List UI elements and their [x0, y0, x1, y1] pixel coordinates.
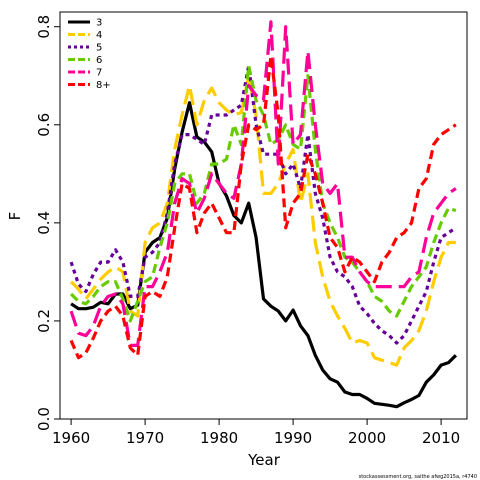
legend-label: 7: [96, 68, 102, 79]
legend-label: 5: [96, 43, 102, 54]
series-line-4: [69, 74, 456, 367]
x-tick-label: 1970: [126, 429, 164, 447]
x-tick-label: 2000: [348, 429, 386, 447]
legend-label: 6: [96, 55, 102, 66]
y-axis-title: F: [6, 212, 24, 221]
x-axis-title: Year: [247, 451, 281, 469]
legend-label: 8+: [96, 80, 111, 91]
y-tick-label: 0.6: [35, 113, 53, 137]
y-tick-label: 0.0: [35, 407, 53, 431]
plot-frame: [59, 11, 468, 420]
x-tick-label: 2010: [422, 429, 460, 447]
legend: 34 56 78+: [68, 18, 111, 91]
legend-label: 3: [96, 18, 102, 29]
footnote-text: stockassessment.org, saithe afwg2015a, r…: [359, 474, 477, 480]
series-line-5: [69, 64, 457, 345]
axes: 1960 1970 1980 1990 2000 2010 0.0 0.2 0.4 0.6 0.8: [35, 15, 460, 447]
x-tick-label: 1990: [274, 429, 312, 447]
series-line-6: [69, 64, 457, 323]
x-tick-label: 1960: [52, 429, 90, 447]
y-tick-label: 0.4: [35, 211, 53, 235]
legend-label: 4: [96, 30, 102, 41]
series-layer: [69, 20, 458, 409]
y-tick-label: 0.2: [35, 309, 53, 333]
y-tick-label: 0.8: [35, 15, 53, 39]
x-tick-label: 1980: [200, 429, 238, 447]
series-line-7: [69, 20, 457, 347]
